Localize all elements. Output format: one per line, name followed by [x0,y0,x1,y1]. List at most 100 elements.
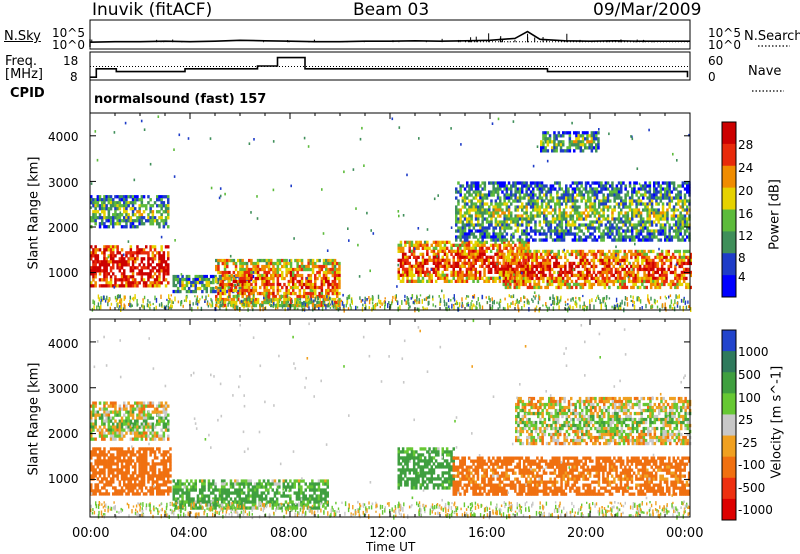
power-cell [569,205,572,209]
power-cell [601,270,604,275]
power-cell [470,229,473,233]
power-cell [660,252,664,257]
power-cell [156,269,159,273]
power-cell [176,289,180,294]
power-cell [428,258,431,262]
power-cell [196,277,200,282]
power-cell [421,299,423,304]
power-cell [610,261,613,266]
power-cell [107,272,111,276]
power-cell [672,214,676,218]
power-cell [620,235,623,239]
power-cbar-tick: 12 [738,229,754,243]
power-cell [499,238,502,242]
power-cell [496,252,499,256]
power-cell [611,187,614,191]
power-cell [470,273,473,277]
power-cell [666,208,669,212]
power-cell [106,295,108,300]
power-cell [655,187,658,191]
power-cell [450,270,453,274]
power-cell [570,249,574,254]
power-cell [661,193,665,197]
power-cell [648,208,652,212]
power-cell [421,246,425,250]
power-cell [381,302,383,307]
power-cell [617,220,621,224]
power-cell [548,137,552,141]
power-cell [274,303,277,308]
power-cell [677,295,679,299]
power-cell [509,273,513,277]
power-cell [443,252,447,256]
power-cell [434,252,438,256]
power-cell [600,184,603,188]
power-cell [679,232,682,236]
power-cell [270,291,273,296]
power-cell [285,267,288,272]
power-cell [683,187,687,191]
power-cell [151,213,155,217]
power-cell [280,294,282,299]
power-cell [573,187,577,191]
power-cell [626,190,630,194]
power-cell [556,202,559,206]
power-cell [663,267,666,272]
power-cell [217,270,220,275]
power-cell [164,207,168,211]
power-cell [302,302,304,306]
power-cell [660,264,664,269]
power-cell [544,273,547,278]
power-cell [470,267,473,271]
power-cell [549,199,553,203]
power-cell [488,214,491,218]
power-cell [548,279,552,284]
power-cell [250,270,253,275]
power-cell [538,214,542,218]
power-cell [276,291,280,296]
power-cell [192,283,195,288]
power-cell [270,298,273,303]
power-cell [550,249,554,254]
power-cell [302,307,305,312]
power-cell [96,260,100,264]
power-cell [476,276,480,280]
power-cell [477,220,480,224]
power-cell [557,270,560,275]
power-cell [94,219,97,223]
power-cell [554,217,557,221]
power-cell [459,273,462,277]
power-cell [254,279,258,284]
power-cell [466,196,469,200]
power-cell [218,274,222,279]
power-cell [676,258,679,263]
power-cell [525,235,528,239]
power-cell [531,258,534,263]
power-cell [600,232,603,236]
power-cell [562,131,565,135]
power-cell [397,270,400,274]
power-cell [638,252,642,257]
power-cell [521,184,524,188]
power-cell [674,282,677,287]
power-cell [515,285,519,290]
power-cell [569,223,572,227]
power-cell [678,255,681,260]
power-cell [527,184,531,188]
power-cell [500,249,504,253]
power-cell [327,258,330,263]
power-cell [587,181,590,185]
power-cell [595,187,599,191]
power-cell [149,306,151,310]
power-cell [558,305,560,310]
power-cell [535,249,538,254]
power-cell [488,223,491,227]
power-cell [459,229,462,233]
power-cell [467,270,471,274]
power-cell [515,261,519,266]
power-cell [587,190,590,194]
power-cell [165,304,168,308]
power-cell [468,220,471,224]
power-cell [520,273,524,277]
power-cell [573,149,576,153]
